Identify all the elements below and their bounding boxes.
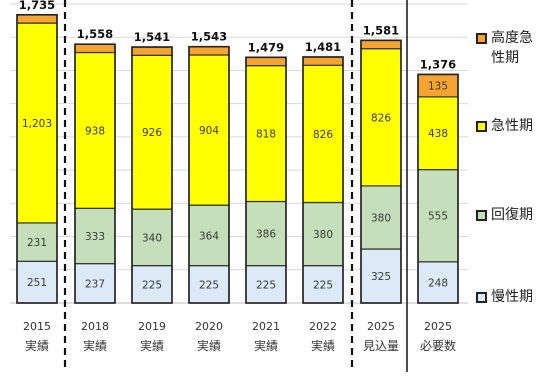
segment-label: 325 <box>371 271 391 283</box>
legend-item-acute: 急性期 <box>476 116 535 136</box>
bar-segment <box>16 260 58 304</box>
legend-label-chronic: 慢性期 <box>491 289 533 305</box>
bar-outline <box>302 56 344 304</box>
segment-label: 904 <box>199 125 219 137</box>
segment-label: 333 <box>85 231 105 243</box>
legend-item-chronic: 慢性期 <box>476 287 535 307</box>
segment-label: 555 <box>428 211 448 223</box>
segment-label: 826 <box>371 112 391 124</box>
bar-outline <box>16 13 58 304</box>
bar-segment <box>74 43 116 54</box>
category-type-label: 実績 <box>311 338 335 353</box>
bars <box>16 13 459 304</box>
labels: 251 231 1,203 1,735 2015 実績 237 333 938 1,558 2018… <box>19 0 456 353</box>
total-label: 1,376 <box>420 57 456 71</box>
segment-label: 225 <box>256 279 276 291</box>
segment-label: 340 <box>142 232 162 244</box>
bar-segment <box>302 56 344 66</box>
legend-item-high-acute: 高度急性期 <box>476 28 535 68</box>
segment-label: 248 <box>428 277 448 289</box>
segment-label: 251 <box>27 277 47 289</box>
segment-label: 380 <box>371 212 391 224</box>
bar-segment <box>245 65 287 203</box>
segment-label: 135 <box>428 81 448 93</box>
segment-label: 438 <box>428 128 448 140</box>
bar-segment <box>417 261 459 304</box>
segment-label: 818 <box>256 129 276 141</box>
category-year-label: 2015 <box>23 320 51 333</box>
category-type-label: 実績 <box>25 338 49 353</box>
bar-outline <box>245 56 287 304</box>
legend-label-high-acute: 高度急性期 <box>491 30 533 66</box>
total-label: 1,735 <box>19 0 55 12</box>
bar-outline <box>360 39 402 304</box>
bar-outline <box>74 43 116 304</box>
total-label: 1,543 <box>191 30 227 44</box>
legend-label-acute: 急性期 <box>491 118 533 134</box>
segment-label: 237 <box>85 278 105 290</box>
bar-segment <box>245 200 287 267</box>
category-year-label: 2021 <box>252 320 280 333</box>
separators <box>63 0 408 372</box>
bar-segment <box>188 46 230 56</box>
bar-segment <box>188 204 230 267</box>
segment-label: 225 <box>142 279 162 291</box>
bar-segment <box>188 54 230 206</box>
category-type-label: 必要数 <box>420 338 456 353</box>
bar-outline <box>417 73 459 304</box>
legend-swatch-high-acute <box>476 33 487 44</box>
legend: 高度急性期 急性期 回復期 慢性期 <box>476 0 543 377</box>
total-label: 1,541 <box>134 30 170 44</box>
total-label: 1,558 <box>77 27 113 41</box>
legend-item-recovery: 回復期 <box>476 205 535 225</box>
segment-label: 380 <box>313 229 333 241</box>
segment-label: 386 <box>256 229 276 241</box>
bar-segment <box>131 46 173 56</box>
segment-label: 231 <box>27 237 47 249</box>
category-year-label: 2019 <box>138 320 166 333</box>
legend-swatch-acute <box>476 121 487 132</box>
legend-swatch-chronic <box>476 292 487 303</box>
segment-label: 1,203 <box>22 118 52 130</box>
legend-label-recovery: 回復期 <box>491 207 533 223</box>
bar-segment <box>16 14 58 24</box>
bar-outline <box>131 46 173 304</box>
category-type-label: 実績 <box>254 338 278 353</box>
segment-label: 225 <box>313 279 333 291</box>
bar-segment <box>302 265 344 304</box>
bar-segment <box>245 56 287 67</box>
category-year-label: 2025 <box>424 320 452 333</box>
bar-segment <box>360 39 402 50</box>
category-type-label: 実績 <box>197 338 221 353</box>
total-label: 1,479 <box>248 40 284 54</box>
category-type-label: 実績 <box>83 338 107 353</box>
segment-label: 364 <box>199 230 219 242</box>
segment-label: 826 <box>313 129 333 141</box>
category-type-label: 見込量 <box>363 339 399 353</box>
bar-segment <box>16 222 58 262</box>
segment-label: 926 <box>142 127 162 139</box>
total-label: 1,581 <box>363 23 399 37</box>
segment-label: 225 <box>199 279 219 291</box>
category-year-label: 2020 <box>195 320 223 333</box>
segment-label: 938 <box>85 125 105 137</box>
category-type-label: 実績 <box>140 338 164 353</box>
category-year-label: 2025 <box>367 320 395 333</box>
category-year-label: 2018 <box>81 320 109 333</box>
bar-outline <box>188 45 230 304</box>
total-label: 1,481 <box>305 40 341 54</box>
legend-swatch-recovery <box>476 210 487 221</box>
category-year-label: 2022 <box>309 320 337 333</box>
bar-segment <box>302 201 344 267</box>
